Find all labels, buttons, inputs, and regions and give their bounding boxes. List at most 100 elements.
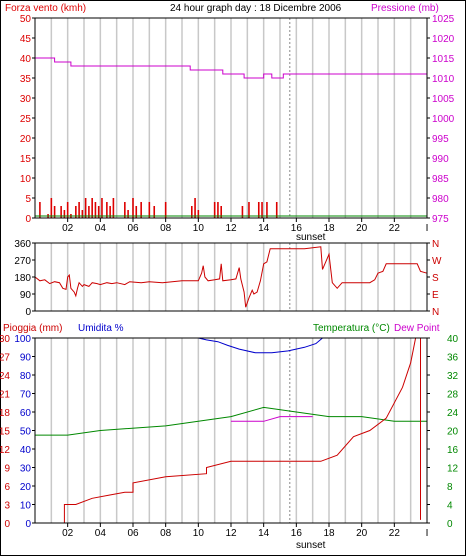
x-tick-label: 14 xyxy=(258,223,270,234)
rain-tick-label: 18 xyxy=(0,408,10,419)
x-tick-label: 08 xyxy=(160,223,172,234)
humidity-tick-label: 0 xyxy=(25,519,31,530)
humidity-tick-label: 50 xyxy=(20,427,32,438)
direction-tick-label: 180 xyxy=(14,273,31,284)
humidity-tick-label: 60 xyxy=(20,408,32,419)
x-tick-label-end: I xyxy=(426,223,429,234)
pressure-tick-label: 980 xyxy=(432,194,449,205)
wind-tick-label: 50 xyxy=(20,14,32,25)
compass-tick-label: N xyxy=(432,239,439,250)
temperature-tick-label: 8 xyxy=(447,482,453,493)
humidity-tick-label: 80 xyxy=(20,371,32,382)
compass-tick-label: E xyxy=(432,290,439,301)
rain-tick-label: 0 xyxy=(4,519,10,530)
rain-tick-label: 12 xyxy=(0,445,10,456)
humidity-tick-label: 20 xyxy=(20,482,32,493)
pressure-tick-label: 1015 xyxy=(432,54,455,65)
temperature-tick-label: 40 xyxy=(447,334,459,345)
wind-tick-label: 10 xyxy=(20,174,32,185)
x-tick-label: 14 xyxy=(258,528,270,539)
chart-title: 24 hour graph day : 18 Dicembre 2006 xyxy=(170,3,342,14)
x-tick-label: 10 xyxy=(193,528,205,539)
pressure-tick-label: 1005 xyxy=(432,94,455,105)
humidity-axis-label: Umidita % xyxy=(78,323,124,334)
wind-direction-line xyxy=(34,246,428,308)
grid-layer xyxy=(50,18,412,523)
rain-tick-label: 21 xyxy=(0,390,10,401)
direction-tick-label: 360 xyxy=(14,239,31,250)
humidity-tick-label: 30 xyxy=(20,464,32,475)
pressure-tick-label: 995 xyxy=(432,134,449,145)
x-tick-label: 18 xyxy=(323,528,335,539)
temperature-axis-label: Temperatura (°C) xyxy=(313,323,390,334)
x-tick-label: 12 xyxy=(225,528,237,539)
temperature-tick-label: 16 xyxy=(447,445,459,456)
temperature-line xyxy=(35,406,427,436)
wind-tick-label: 0 xyxy=(25,214,31,225)
direction-tick-label: 90 xyxy=(20,290,32,301)
x-tick-label: 12 xyxy=(225,223,237,234)
x-tick-label: 10 xyxy=(193,223,205,234)
x-tick-label: 22 xyxy=(389,528,401,539)
pressure-tick-label: 1025 xyxy=(432,14,455,25)
wind-tick-label: 5 xyxy=(25,194,31,205)
wind-tick-label: 45 xyxy=(20,34,32,45)
x-tick-label: 22 xyxy=(389,223,401,234)
x-tick-label: 04 xyxy=(95,528,107,539)
compass-tick-label: S xyxy=(432,273,439,284)
pressure-line xyxy=(35,57,427,79)
pressure-tick-label: 990 xyxy=(432,154,449,165)
x-tick-label: 04 xyxy=(95,223,107,234)
temperature-tick-label: 0 xyxy=(447,519,453,530)
wind-tick-label: 40 xyxy=(20,54,32,65)
compass-tick-label: N xyxy=(432,307,439,318)
pressure-tick-label: 985 xyxy=(432,174,449,185)
humidity-tick-label: 70 xyxy=(20,390,32,401)
rain-tick-label: 27 xyxy=(0,353,10,364)
rain-tick-label: 24 xyxy=(0,371,10,382)
rain-tick-label: 15 xyxy=(0,427,10,438)
wind-axis-label: Forza vento (kmh) xyxy=(5,3,86,14)
temperature-tick-label: 4 xyxy=(447,501,453,512)
x-tick-label: 02 xyxy=(62,528,74,539)
humidity-tick-label: 10 xyxy=(20,501,32,512)
temperature-tick-label: 36 xyxy=(447,353,459,364)
wind-tick-label: 15 xyxy=(20,154,32,165)
humidity-tick-label: 40 xyxy=(20,445,32,456)
wind-tick-label: 25 xyxy=(20,114,32,125)
x-tick-label: 18 xyxy=(323,223,335,234)
pressure-tick-label: 1010 xyxy=(432,74,455,85)
sunset-label-bottom: sunset xyxy=(296,540,326,551)
dewpoint-line xyxy=(231,416,313,422)
pressure-tick-label: 975 xyxy=(432,214,449,225)
temperature-tick-label: 32 xyxy=(447,371,459,382)
rain-tick-label: 3 xyxy=(4,501,10,512)
x-tick-label-end: I xyxy=(426,528,429,539)
rain-tick-label: 9 xyxy=(4,464,10,475)
sunset-label-top: sunset xyxy=(296,232,326,243)
x-tick-label: 08 xyxy=(160,528,172,539)
x-tick-label: 20 xyxy=(356,223,368,234)
axes-layer: 02 04 06 08 10 12 14 16 18 20 22 I05101520253035404… xyxy=(0,14,459,539)
rain-tick-label: 6 xyxy=(4,482,10,493)
pressure-tick-label: 1000 xyxy=(432,114,455,125)
rain-axis-label: Pioggia (mm) xyxy=(3,323,62,334)
wind-tick-label: 30 xyxy=(20,94,32,105)
temperature-tick-label: 12 xyxy=(447,464,459,475)
dewpoint-axis-label: Dew Point xyxy=(394,323,440,334)
humidity-line xyxy=(35,337,427,354)
direction-tick-label: 0 xyxy=(25,307,31,318)
rain-tick-label: 30 xyxy=(0,334,10,345)
temperature-tick-label: 24 xyxy=(447,408,459,419)
x-tick-label: 06 xyxy=(127,223,139,234)
humidity-tick-label: 90 xyxy=(20,353,32,364)
pressure-axis-label: Pressione (mb) xyxy=(371,3,439,14)
humidity-tick-label: 100 xyxy=(14,334,31,345)
pressure-tick-label: 1020 xyxy=(432,34,455,45)
temperature-tick-label: 28 xyxy=(447,390,459,401)
rain-line xyxy=(35,337,421,524)
temperature-tick-label: 20 xyxy=(447,427,459,438)
wind-tick-label: 20 xyxy=(20,134,32,145)
x-tick-label: 20 xyxy=(356,528,368,539)
